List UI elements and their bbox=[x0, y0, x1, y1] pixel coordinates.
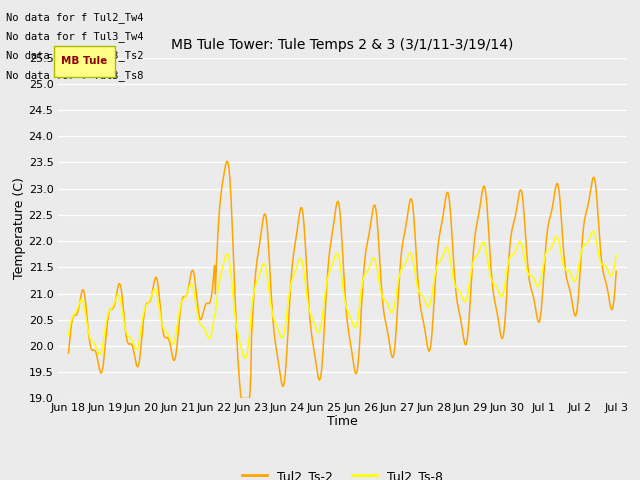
Title: MB Tule Tower: Tule Temps 2 & 3 (3/1/11-3/19/14): MB Tule Tower: Tule Temps 2 & 3 (3/1/11-… bbox=[172, 38, 513, 52]
Legend: Tul2_Ts-2, Tul2_Ts-8: Tul2_Ts-2, Tul2_Ts-8 bbox=[237, 465, 448, 480]
Text: No data for f Tul3_Ts2: No data for f Tul3_Ts2 bbox=[6, 50, 144, 61]
X-axis label: Time: Time bbox=[327, 415, 358, 428]
Text: MB Tule: MB Tule bbox=[61, 57, 107, 66]
Text: No data for f Tul2_Tw4: No data for f Tul2_Tw4 bbox=[6, 12, 144, 23]
Text: No data for f Tul3_Tw4: No data for f Tul3_Tw4 bbox=[6, 31, 144, 42]
Text: No data for f Tul3_Ts8: No data for f Tul3_Ts8 bbox=[6, 70, 144, 81]
Y-axis label: Temperature (C): Temperature (C) bbox=[13, 177, 26, 279]
